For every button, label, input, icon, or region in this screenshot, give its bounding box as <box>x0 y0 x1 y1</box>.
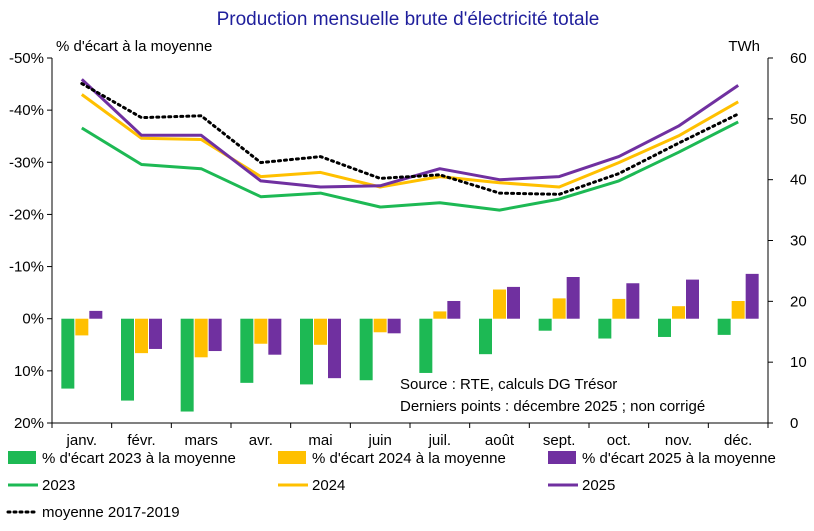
legend: % d'écart 2023 à la moyenne % d'écart 202… <box>6 450 776 521</box>
bar <box>314 318 327 345</box>
x-tick-label: avr. <box>249 432 273 449</box>
right-tick-label: 30 <box>790 233 807 250</box>
bar <box>612 298 626 319</box>
bar <box>300 318 313 385</box>
left-tick-label: 0% <box>22 311 44 328</box>
bar <box>538 318 552 331</box>
last-point-annotation: Derniers points : décembre 2025 ; non co… <box>400 398 705 415</box>
bar <box>658 318 671 337</box>
legend-label: 2025 <box>582 477 615 494</box>
right-tick-label: 20 <box>790 293 807 310</box>
x-tick-label: mars <box>184 432 217 449</box>
line-2025 <box>80 78 740 189</box>
legend-label: % d'écart 2024 à la moyenne <box>312 450 506 467</box>
plot-frame <box>51 58 769 428</box>
x-tick-label: août <box>485 432 515 449</box>
bar <box>208 318 222 352</box>
x-tick-label: juil. <box>428 432 452 449</box>
left-tick-label: 10% <box>14 363 44 380</box>
right-tick-label: 60 <box>790 50 807 67</box>
bar <box>672 306 685 319</box>
x-tick-label: mai <box>308 432 332 449</box>
bar <box>552 298 566 319</box>
bar <box>387 318 401 334</box>
bar <box>507 286 520 319</box>
line-moyenne-2017-2019 <box>80 82 740 196</box>
bar <box>493 289 506 319</box>
bar <box>447 300 461 319</box>
x-tick-label: sept. <box>543 432 576 449</box>
right-tick-label: 10 <box>790 354 807 371</box>
bar <box>268 318 282 355</box>
left-tick-label: 20% <box>14 415 44 432</box>
right-tick-label: 0 <box>790 415 798 432</box>
legend-label: 2023 <box>42 477 75 494</box>
legend-label: moyenne 2017-2019 <box>42 504 180 521</box>
bar <box>135 318 148 354</box>
line-series <box>80 78 740 212</box>
bar <box>359 318 373 381</box>
bar <box>254 318 268 344</box>
x-tick-label: juin <box>367 432 391 449</box>
line-2023 <box>81 120 739 212</box>
bar <box>180 318 194 412</box>
x-tick-label: févr. <box>127 432 155 449</box>
bar <box>121 318 134 401</box>
bar <box>566 277 580 319</box>
legend-label: % d'écart 2023 à la moyenne <box>42 450 236 467</box>
bar-series <box>61 273 759 412</box>
bar <box>75 318 89 336</box>
left-tick-label: -40% <box>9 102 44 119</box>
bar <box>717 318 731 335</box>
bar <box>479 318 492 355</box>
bar <box>419 318 433 373</box>
legend-swatch <box>278 451 306 464</box>
left-axis: -50% -40% -30% -20% -10% 0% 10% 20% <box>9 50 52 432</box>
right-tick-label: 40 <box>790 172 807 189</box>
x-axis-labels: janv. févr. mars avr. mai juin juil. août sept. o… <box>66 432 753 449</box>
left-tick-label: -30% <box>9 154 44 171</box>
bar <box>89 310 103 319</box>
x-tick-label: nov. <box>665 432 692 449</box>
bar <box>598 318 612 339</box>
left-tick-label: -50% <box>9 50 44 67</box>
bar <box>149 318 162 349</box>
bar <box>433 311 447 319</box>
bar <box>626 283 640 319</box>
left-tick-label: -20% <box>9 206 44 223</box>
right-axis: 0 10 20 30 40 50 60 <box>768 50 807 432</box>
chart-title: Production mensuelle brute d'électricité… <box>217 9 600 30</box>
source-annotation: Source : RTE, calculs DG Trésor <box>400 376 617 393</box>
bar <box>328 318 341 379</box>
legend-swatch <box>8 451 36 464</box>
bar <box>686 279 699 319</box>
x-tick-label: déc. <box>724 432 752 449</box>
legend-label: % d'écart 2025 à la moyenne <box>582 450 776 467</box>
bar <box>61 318 75 389</box>
left-axis-label: % d'écart à la moyenne <box>56 38 212 55</box>
x-tick-label: oct. <box>607 432 631 449</box>
x-tick-label: janv. <box>66 432 98 449</box>
legend-swatch <box>548 451 576 464</box>
right-axis-label: TWh <box>728 38 760 55</box>
bar <box>194 318 208 358</box>
bar <box>731 300 745 319</box>
right-tick-label: 50 <box>790 111 807 128</box>
left-tick-label: -10% <box>9 259 44 276</box>
bar <box>373 318 387 333</box>
line-2024 <box>80 93 739 189</box>
bar <box>240 318 254 383</box>
bar <box>745 273 759 319</box>
legend-label: 2024 <box>312 477 345 494</box>
